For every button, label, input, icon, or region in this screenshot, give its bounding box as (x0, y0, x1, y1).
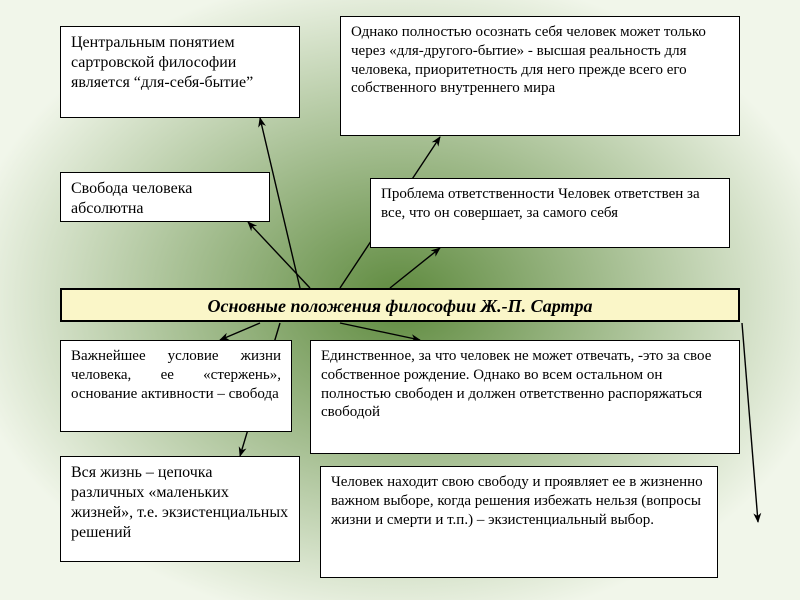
box-existential-choice: Человек находит свою свободу и проявляет… (320, 466, 718, 578)
box-birth-exception: Единственное, за что человек не может от… (310, 340, 740, 454)
box-being-for-other: Однако полностью осознать себя человек м… (340, 16, 740, 136)
box-absolute-freedom: Свобода человека абсолютна (60, 172, 270, 222)
box-little-lives: Вся жизнь – цепочка различных «маленьких… (60, 456, 300, 562)
box-responsibility: Проблема ответственности Человек ответст… (370, 178, 730, 248)
box-freedom-core: Важнейшее условие жизни человека, ее «ст… (60, 340, 292, 432)
box-central-concept: Центральным понятием сартровской философ… (60, 26, 300, 118)
center-title: Основные положения философии Ж.-П. Сартр… (60, 288, 740, 322)
